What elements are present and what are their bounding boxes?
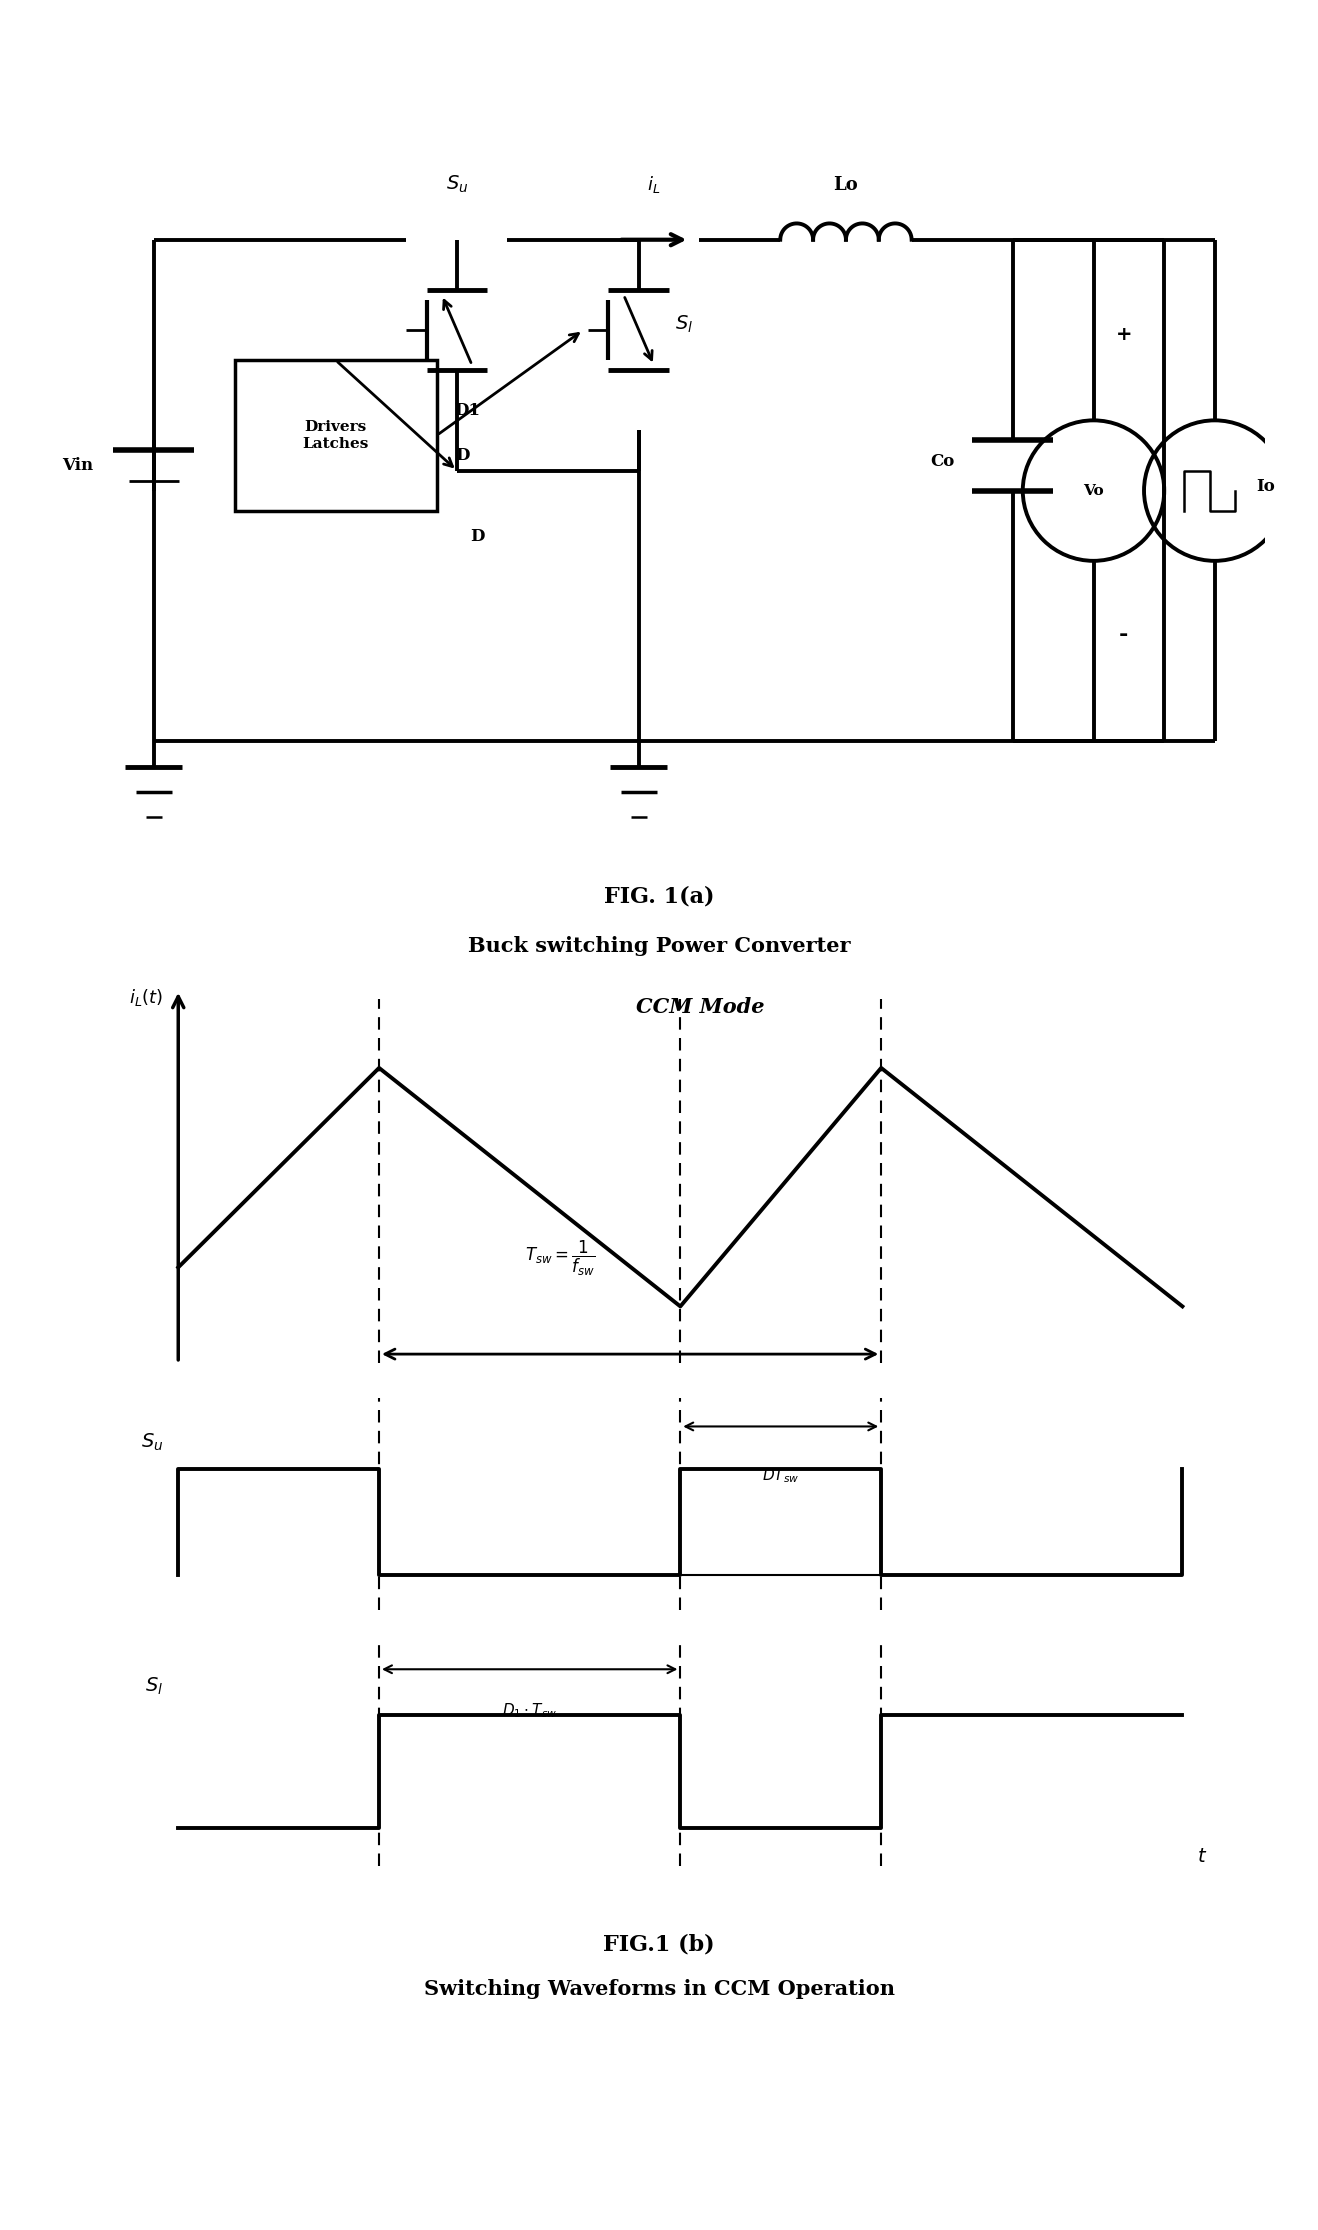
Text: Io: Io [1256,477,1275,495]
Bar [680,1470,882,1574]
Bar [235,361,436,511]
Text: D: D [455,448,469,464]
Text: FIG. 1(a): FIG. 1(a) [604,885,714,908]
Text: FIG.1 (b): FIG.1 (b) [604,1933,714,1956]
Text: $D_1 \cdot T_{sw}$: $D_1 \cdot T_{sw}$ [502,1701,558,1719]
Text: $S_{l}$: $S_{l}$ [145,1677,163,1697]
Text: Co: Co [929,453,954,471]
Text: D: D [469,529,485,544]
Text: $S_u$: $S_u$ [445,174,468,194]
Text: $S_{u}$: $S_{u}$ [141,1432,163,1454]
Text: CCM Mode: CCM Mode [637,997,764,1017]
Text: Lo: Lo [833,176,858,194]
Text: Switching Waveforms in CCM Operation: Switching Waveforms in CCM Operation [423,1980,895,1998]
Text: D1: D1 [453,401,480,419]
Text: $S_l$: $S_l$ [675,314,693,334]
Text: $i_L(t)$: $i_L(t)$ [129,988,163,1008]
Text: Vin: Vin [62,457,94,475]
Text: -: - [1119,624,1128,644]
Text: +: + [1115,326,1132,343]
Text: $T_{sw} =\dfrac{1}{f_{sw}}$: $T_{sw} =\dfrac{1}{f_{sw}}$ [525,1240,596,1278]
Text: $i_L$: $i_L$ [647,174,660,194]
Text: Buck switching Power Converter: Buck switching Power Converter [468,937,850,954]
Text: $DT_{sw}$: $DT_{sw}$ [762,1467,800,1485]
Text: $t$: $t$ [1197,1849,1207,1867]
Text: Vo: Vo [1083,484,1103,497]
Text: Drivers
Latches: Drivers Latches [302,419,369,450]
